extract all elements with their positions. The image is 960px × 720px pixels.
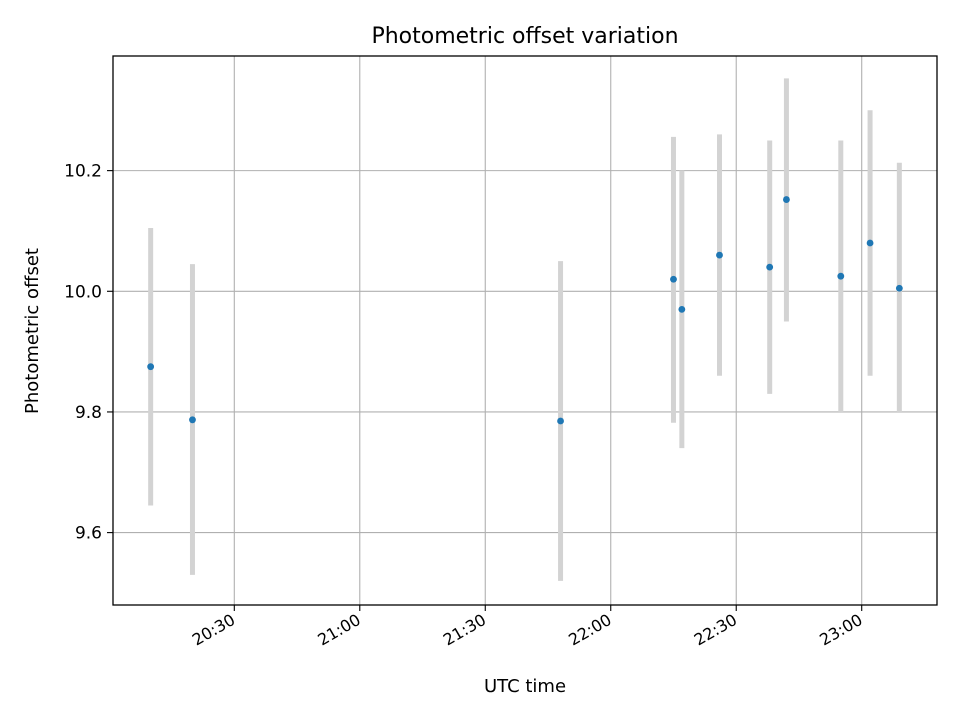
y-tick-label: 10.2	[64, 162, 102, 182]
data-point	[678, 305, 686, 313]
data-point	[716, 251, 723, 259]
y-tick-label: 10.0	[64, 282, 102, 302]
x-axis-label: UTC time	[484, 676, 566, 697]
data-point	[866, 239, 874, 247]
data-point	[837, 272, 845, 280]
grid	[113, 56, 937, 605]
data-point	[670, 275, 677, 283]
y-tick-label: 9.6	[75, 524, 102, 544]
data-point	[783, 196, 790, 203]
y-axis-ticks: 9.6 9.8 10.0 10.2	[64, 162, 113, 544]
data-point	[147, 363, 155, 371]
y-tick-label: 9.8	[75, 403, 102, 423]
data-points	[147, 196, 903, 425]
chart-title: Photometric offset variation	[371, 24, 678, 49]
data-point	[557, 417, 564, 425]
y-axis-label: Photometric offset	[22, 248, 43, 414]
data-point	[895, 284, 903, 292]
data-point	[189, 416, 196, 424]
data-point	[766, 263, 774, 271]
plot-frame	[112, 55, 938, 606]
